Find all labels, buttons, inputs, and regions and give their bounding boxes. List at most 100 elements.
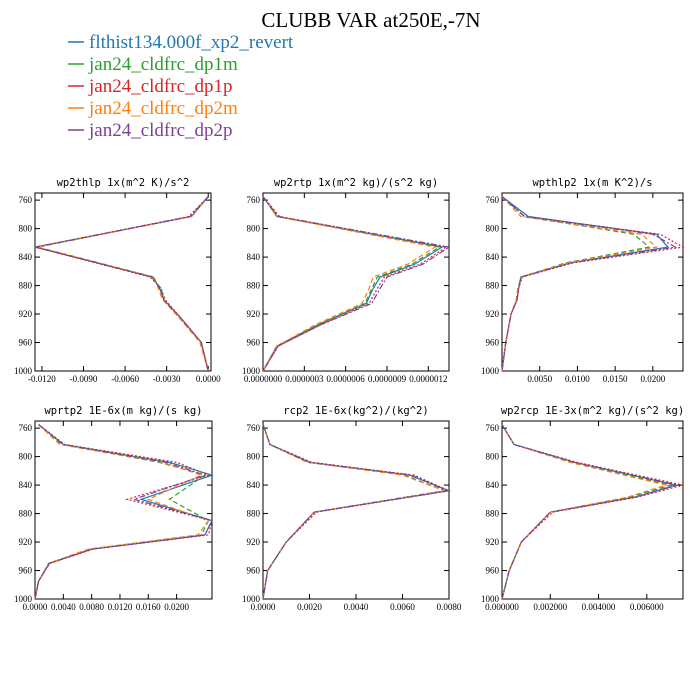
x-tick-label: 0.000000 (485, 602, 519, 612)
y-tick-label: 960 (19, 338, 33, 348)
series-line (501, 424, 669, 600)
y-tick-label: 760 (247, 195, 261, 205)
series-line (262, 196, 451, 372)
y-tick-label: 1000 (242, 366, 261, 376)
panel-5: rcp2 1E-6x(kg^2)/(kg^2) 760 800 840 880 920 96… (242, 405, 462, 612)
plot-frame (34, 192, 212, 372)
series-line (262, 196, 441, 372)
series-line (501, 196, 670, 372)
x-tick-label: 0.0000012 (409, 374, 447, 384)
legend: flthist134.000f_xp2_revertjan24_cldfrc_d… (68, 32, 294, 141)
panel-title: wp2rcp 1E-3x(m^2 kg)/(s^2 kg) (501, 405, 684, 417)
y-tick-label: 960 (247, 566, 261, 576)
series-line (34, 196, 209, 372)
series-line (34, 424, 213, 600)
legend-label: jan24_cldfrc_dp2p (88, 120, 233, 141)
y-tick-label: 880 (19, 281, 33, 291)
y-tick-label: 880 (486, 509, 500, 519)
y-tick-label: 760 (19, 423, 33, 433)
panels: wp2thlp 1x(m^2 K)/s^2 760 800 840 880 920 960 1… (14, 177, 685, 612)
x-tick-label: 0.0060 (390, 602, 415, 612)
plot-frame (262, 192, 450, 372)
y-tick-label: 920 (247, 309, 261, 319)
y-tick-label: 840 (247, 480, 261, 490)
y-tick-label: 1000 (242, 594, 261, 604)
legend-label: jan24_cldfrc_dp1m (88, 54, 238, 75)
y-tick-label: 920 (486, 309, 500, 319)
x-tick-label: 0.0000000 (244, 374, 283, 384)
panel-title: rcp2 1E-6x(kg^2)/(kg^2) (283, 405, 428, 417)
y-tick-label: 960 (247, 338, 261, 348)
y-tick-label: 960 (486, 566, 500, 576)
x-tick-label: -0.0120 (28, 374, 56, 384)
series-line (36, 196, 209, 372)
y-tick-label: 840 (19, 252, 33, 262)
y-tick-label: 800 (247, 452, 261, 462)
x-tick-label: 0.0100 (565, 374, 590, 384)
y-tick-label: 880 (247, 509, 261, 519)
x-tick-label: 0.0000 (251, 602, 276, 612)
figure-title: CLUBB VAR at250E,-7N (261, 8, 480, 32)
y-tick-label: 760 (486, 423, 500, 433)
series-line (501, 196, 658, 372)
x-tick-label: 0.0040 (51, 602, 76, 612)
x-tick-label: -0.0060 (111, 374, 139, 384)
y-tick-label: 760 (486, 195, 500, 205)
legend-label: jan24_cldfrc_dp2m (88, 98, 238, 119)
panel-title: wprtp2 1E-6x(m kg)/(s kg) (44, 405, 202, 417)
series-line (501, 196, 678, 372)
panel-title: wp2rtp 1x(m^2 kg)/(s^2 kg) (274, 177, 438, 189)
y-tick-label: 960 (19, 566, 33, 576)
x-tick-label: 0.0000 (23, 602, 48, 612)
series-line (501, 424, 674, 600)
series-line (262, 196, 437, 372)
series-line (34, 196, 209, 372)
x-tick-label: 0.0000006 (327, 374, 366, 384)
x-tick-label: -0.0090 (70, 374, 98, 384)
plot-frame (501, 420, 684, 600)
y-tick-label: 1000 (481, 594, 500, 604)
x-tick-label: 0.002000 (533, 602, 567, 612)
y-tick-label: 800 (247, 224, 261, 234)
y-tick-label: 800 (486, 224, 500, 234)
y-tick-label: 1000 (14, 366, 33, 376)
y-tick-label: 800 (486, 452, 500, 462)
x-tick-label: 0.0200 (164, 602, 189, 612)
series-line (262, 196, 444, 372)
x-tick-label: 0.0160 (136, 602, 161, 612)
plot-frame (501, 192, 684, 372)
y-tick-label: 1000 (14, 594, 33, 604)
legend-label: flthist134.000f_xp2_revert (89, 32, 294, 53)
y-tick-label: 840 (19, 480, 33, 490)
series-line (34, 424, 213, 600)
y-tick-label: 840 (486, 252, 500, 262)
y-tick-label: 920 (486, 537, 500, 547)
x-tick-label: 0.0150 (603, 374, 628, 384)
plot-frame (34, 420, 213, 600)
x-tick-label: 0.0040 (344, 602, 369, 612)
series-line (34, 424, 214, 600)
panel-3: wpthlp2 1x(m K^2)/s 760 800 840 880 920 960 100… (481, 177, 685, 384)
panel-6: wp2rcp 1E-3x(m^2 kg)/(s^2 kg)760 800 840 88… (481, 405, 684, 612)
x-tick-label: 0.0200 (640, 374, 665, 384)
series-line (36, 196, 209, 372)
series-line (262, 424, 447, 600)
panel-2: wp2rtp 1x(m^2 kg)/(s^2 kg) 760 800 840 880 92… (242, 177, 451, 384)
y-tick-label: 920 (19, 537, 33, 547)
series-line (501, 196, 685, 372)
x-tick-label: -0.0030 (153, 374, 181, 384)
y-tick-label: 800 (19, 452, 33, 462)
x-tick-label: 0.0000009 (368, 374, 407, 384)
x-tick-label: 0.0080 (437, 602, 462, 612)
series-line (501, 424, 684, 600)
series-line (501, 424, 679, 600)
series-line (262, 196, 448, 372)
y-tick-label: 920 (247, 537, 261, 547)
y-tick-label: 840 (247, 252, 261, 262)
y-tick-label: 760 (19, 195, 33, 205)
x-tick-label: 0.0080 (79, 602, 104, 612)
legend-label: jan24_cldfrc_dp1p (88, 76, 233, 97)
panel-4: wprtp2 1E-6x(m kg)/(s kg) 760 800 840 880 920… (14, 405, 214, 612)
x-tick-label: 0.0000003 (285, 374, 324, 384)
